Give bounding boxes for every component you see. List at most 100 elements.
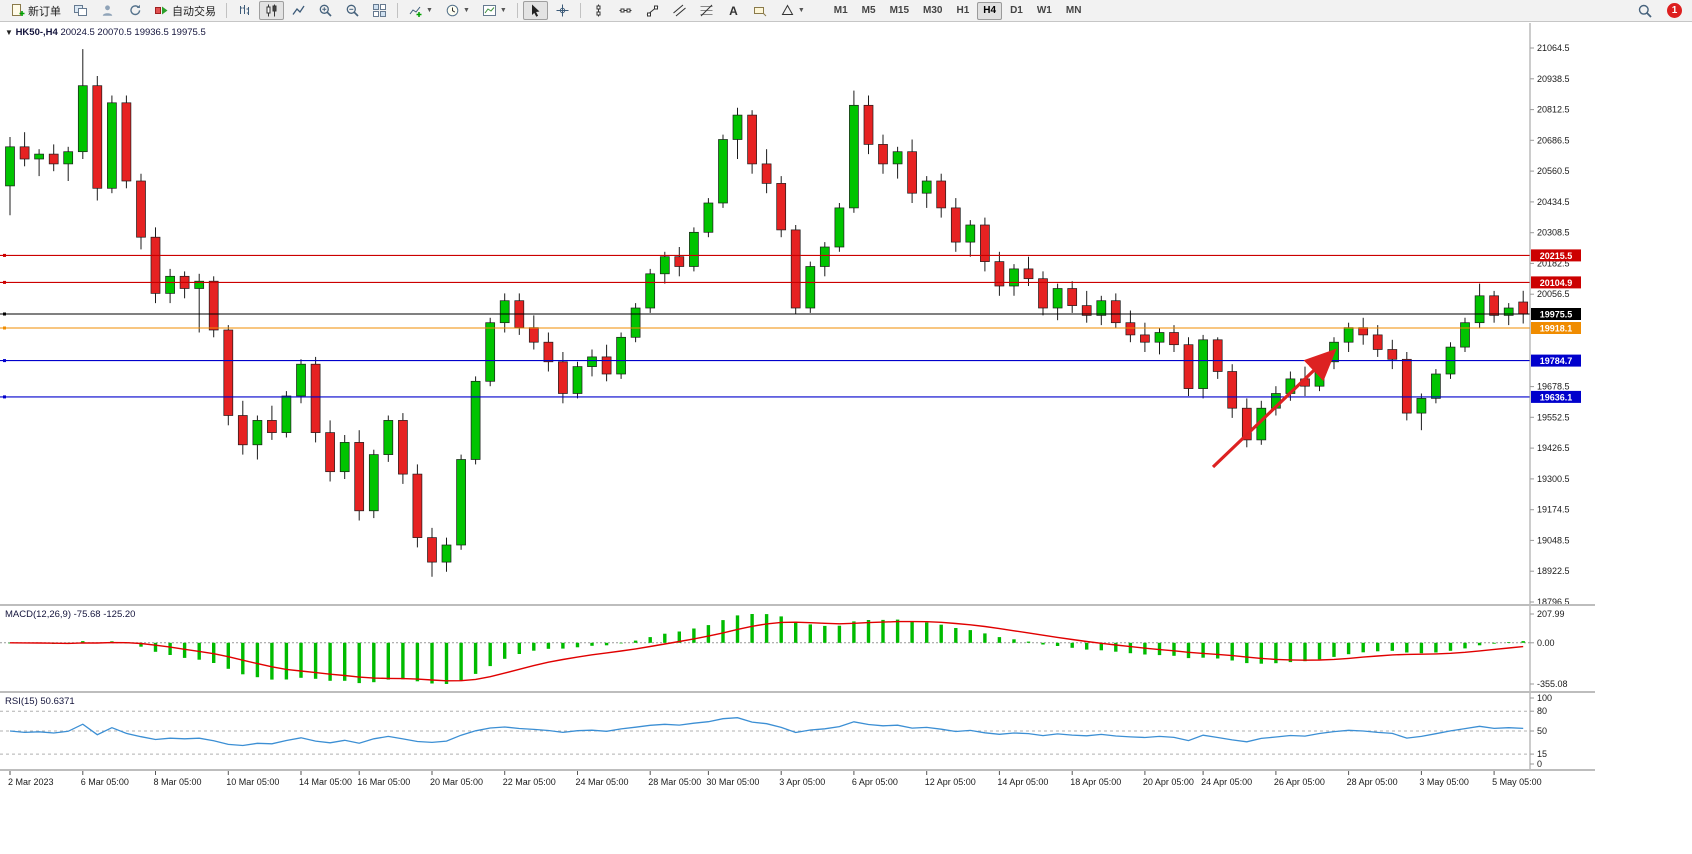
- svg-text:30 Mar 05:00: 30 Mar 05:00: [706, 777, 759, 787]
- chart-windows-button[interactable]: [68, 1, 93, 20]
- svg-text:12 Apr 05:00: 12 Apr 05:00: [925, 777, 976, 787]
- candlestick-chart-button[interactable]: [259, 1, 284, 20]
- rsi-panel-canvas[interactable]: 100 80 50 150: [0, 693, 1692, 769]
- horizontal-line-20104.9[interactable]: [0, 280, 1530, 284]
- fibonacci-tool-button[interactable]: [694, 1, 719, 20]
- svg-text:19426.5: 19426.5: [1537, 443, 1570, 453]
- line-chart-button[interactable]: [286, 1, 311, 20]
- line-chart-icon: [292, 5, 305, 15]
- horizontal-line-20215.5[interactable]: [0, 253, 1530, 257]
- timeframe-H4[interactable]: H4: [977, 1, 1003, 20]
- horizontal-line-19784.7[interactable]: [0, 359, 1530, 363]
- templates-button[interactable]: ▼: [477, 1, 512, 20]
- new-order-button[interactable]: 新订单: [5, 1, 66, 20]
- new-order-icon: [12, 4, 25, 16]
- panel-splitter[interactable]: [0, 769, 1595, 771]
- horizontal-line-19975.5[interactable]: [0, 312, 1530, 316]
- add-indicator-button[interactable]: ▼: [403, 1, 438, 20]
- svg-text:19300.5: 19300.5: [1537, 474, 1570, 484]
- tile-windows-button[interactable]: [367, 1, 392, 20]
- main-chart-canvas[interactable]: 21064.5 20938.5 20812.5 20686.5 20560.5 20434…: [0, 23, 1692, 604]
- svg-text:15: 15: [1537, 749, 1547, 759]
- macd-axis[interactable]: 207.99 0.00 -355.08: [1529, 606, 1568, 691]
- svg-text:20104.9: 20104.9: [1540, 278, 1573, 288]
- macd-signal-value: -125.20: [103, 609, 136, 620]
- auto-trading-button[interactable]: 自动交易: [149, 1, 221, 20]
- search-button[interactable]: [1632, 1, 1658, 20]
- svg-text:19784.7: 19784.7: [1540, 356, 1573, 366]
- svg-text:5 May 05:00: 5 May 05:00: [1492, 777, 1542, 787]
- chart-title: ▼ HK50-,H4 20024.5 20070.5 19936.5 19975…: [5, 27, 206, 38]
- toolbar-right-icons: 1: [1631, 1, 1688, 20]
- profile-button[interactable]: [95, 1, 120, 20]
- vertical-line-tool-button[interactable]: [586, 1, 611, 20]
- chevron-down-icon: ▼: [499, 7, 507, 14]
- svg-text:19048.5: 19048.5: [1537, 535, 1570, 545]
- text-tool-button[interactable]: A: [721, 1, 746, 20]
- notification-badge[interactable]: 1: [1667, 3, 1682, 18]
- search-icon: [1638, 4, 1652, 18]
- chevron-down-icon: ▼: [426, 7, 433, 14]
- horizontal-line-19918.1[interactable]: [0, 326, 1530, 330]
- main-toolbar: 新订单 自动交易 ▼ ▼ ▼: [0, 0, 1692, 22]
- macd-histogram: [8, 614, 1525, 684]
- macd-panel-canvas[interactable]: 207.99 0.00 -355.08: [0, 606, 1692, 691]
- svg-text:18922.5: 18922.5: [1537, 566, 1570, 576]
- profile-icon: [102, 5, 113, 16]
- timeframe-M1[interactable]: M1: [833, 5, 848, 16]
- svg-text:20308.5: 20308.5: [1537, 228, 1570, 238]
- refresh-icon: [130, 4, 141, 16]
- trend-arrow[interactable]: [1211, 348, 1337, 469]
- svg-text:24 Apr 05:00: 24 Apr 05:00: [1201, 777, 1252, 787]
- refresh-button[interactable]: [122, 1, 147, 20]
- channel-tool-button[interactable]: [667, 1, 692, 20]
- crosshair-icon: [556, 4, 569, 17]
- svg-text:24 Mar 05:00: 24 Mar 05:00: [576, 777, 629, 787]
- timeframe-M15[interactable]: M15: [889, 5, 910, 16]
- timeframe-MN[interactable]: MN: [1065, 5, 1082, 16]
- svg-text:0.00: 0.00: [1537, 638, 1555, 648]
- timeframe-M5[interactable]: M5: [861, 5, 876, 16]
- svg-text:A: A: [729, 4, 738, 18]
- zoom-in-button[interactable]: [313, 1, 338, 20]
- crosshair-button[interactable]: [550, 1, 575, 20]
- panel-splitter[interactable]: [0, 604, 1595, 606]
- horizontal-line-19636.1[interactable]: [0, 395, 1530, 399]
- horizontal-line-tool-button[interactable]: [613, 1, 638, 20]
- chart-collapse-toggle[interactable]: ▼: [5, 28, 13, 37]
- svg-text:20686.5: 20686.5: [1537, 135, 1570, 145]
- timeframe-M30[interactable]: M30: [923, 5, 943, 16]
- cursor-button[interactable]: [522, 1, 548, 20]
- timeframe-D1[interactable]: D1: [1010, 5, 1023, 16]
- svg-text:22 Mar 05:00: 22 Mar 05:00: [503, 777, 556, 787]
- clock-icon: [446, 4, 459, 17]
- macd-title: MACD(12,26,9): [5, 609, 71, 620]
- svg-text:2 Mar 2023: 2 Mar 2023: [8, 777, 54, 787]
- timeframe-W1[interactable]: W1: [1036, 5, 1052, 16]
- time-axis[interactable]: 2 Mar 2023 6 Mar 05:00 8 Mar 05:00 10 Mar 0…: [0, 771, 1692, 793]
- zoom-out-button[interactable]: [340, 1, 365, 20]
- svg-text:18 Apr 05:00: 18 Apr 05:00: [1070, 777, 1121, 787]
- label-tool-button[interactable]: [748, 1, 773, 20]
- rsi-axis[interactable]: 100 80 50 150: [1529, 693, 1552, 769]
- price-axis[interactable]: 21064.5 20938.5 20812.5 20686.5 20560.5 20434…: [1529, 23, 1570, 604]
- trendline-tool-button[interactable]: [640, 1, 665, 20]
- template-icon: [482, 5, 496, 16]
- svg-text:20215.5: 20215.5: [1540, 251, 1573, 261]
- bar-chart-icon: [240, 5, 249, 15]
- rsi-value: 50.6371: [40, 696, 75, 707]
- svg-text:19174.5: 19174.5: [1537, 505, 1570, 515]
- panel-splitter[interactable]: [0, 691, 1595, 693]
- svg-text:20056.5: 20056.5: [1537, 289, 1570, 299]
- channel-icon: [672, 4, 686, 17]
- svg-text:18796.5: 18796.5: [1537, 597, 1570, 604]
- price-label-19918.1: 19918.1: [1531, 322, 1581, 334]
- macd-main-value: -75.68: [73, 609, 101, 620]
- svg-text:28 Apr 05:00: 28 Apr 05:00: [1347, 777, 1398, 787]
- bar-chart-button[interactable]: [232, 1, 257, 20]
- periods-button[interactable]: ▼: [440, 1, 475, 20]
- timeframe-H1[interactable]: H1: [956, 5, 970, 16]
- shapes-tool-button[interactable]: ▼: [775, 1, 810, 20]
- shapes-icon: [781, 4, 794, 15]
- zoom-out-icon: [346, 4, 359, 17]
